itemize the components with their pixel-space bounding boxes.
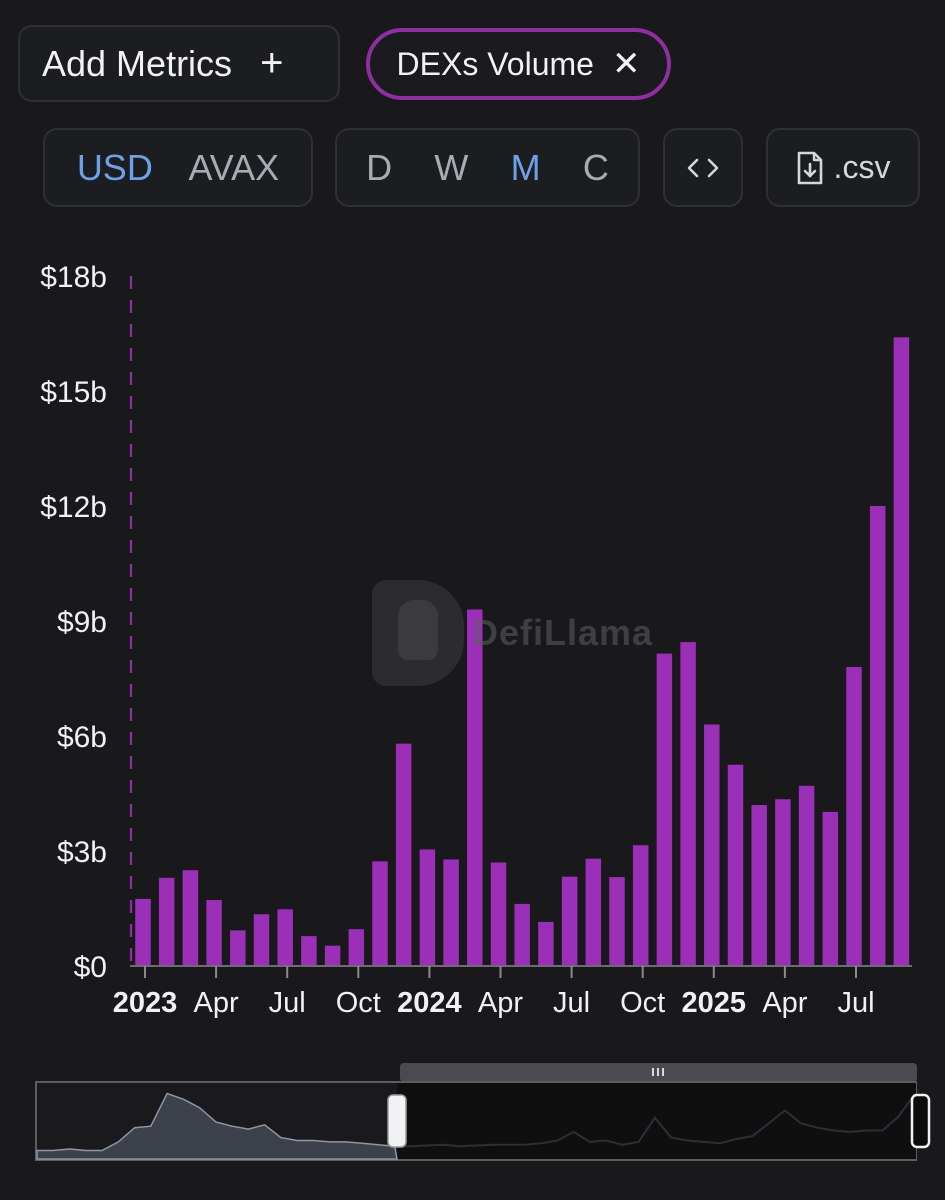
- bar-2025-09[interactable]: [893, 337, 910, 966]
- y-axis: $0 $3b $6b $9b $12b $15b $18b: [40, 261, 107, 984]
- download-csv-button[interactable]: .csv: [766, 128, 920, 207]
- bar-2023-05[interactable]: [230, 930, 246, 966]
- file-download-icon: [797, 151, 822, 184]
- brush-right-handle[interactable]: [910, 1093, 931, 1149]
- bar-2024-05[interactable]: [514, 903, 530, 966]
- bar-2025-01[interactable]: [704, 724, 720, 967]
- overview-area: [36, 1092, 398, 1160]
- period-toggle: D W M C: [335, 128, 640, 207]
- add-metrics-label: Add Metrics: [42, 42, 233, 84]
- x-tick-label: Apr: [194, 987, 239, 1019]
- bar-2023-09[interactable]: [324, 945, 341, 966]
- plus-icon: +: [260, 41, 284, 85]
- bar-2023-12[interactable]: [395, 743, 412, 966]
- y-tick-label: $3b: [57, 836, 107, 869]
- bar-2024-08[interactable]: [585, 858, 602, 966]
- metric-chip-dexs-volume[interactable]: DEXs Volume ✕: [366, 28, 671, 100]
- period-option-weekly[interactable]: W: [434, 146, 469, 188]
- bar-2023-11[interactable]: [372, 861, 388, 966]
- bar-2024-07[interactable]: [561, 876, 578, 966]
- bar-2024-04[interactable]: [490, 862, 507, 967]
- bar-2024-01[interactable]: [419, 849, 436, 966]
- bar-2023-07[interactable]: [277, 909, 293, 966]
- x-tick-label: Apr: [762, 987, 807, 1019]
- currency-option-usd[interactable]: USD: [76, 146, 153, 188]
- bar-2023-10[interactable]: [348, 929, 365, 966]
- x-tick-label: Oct: [620, 987, 665, 1019]
- defillama-watermark: DefiLlama: [372, 580, 653, 686]
- y-tick-label: $0: [74, 951, 107, 984]
- code-brackets-icon: [687, 158, 719, 177]
- dex-volume-bar-chart: $0$3b$6b$9b$12b$15b$18b 2023 Apr Jul Oct 202…: [40, 261, 912, 1019]
- currency-toggle: USD AVAX: [43, 128, 313, 207]
- bar-2024-10[interactable]: [632, 845, 649, 966]
- bar-2023-04[interactable]: [206, 900, 222, 966]
- bar-2023-08[interactable]: [301, 936, 317, 966]
- period-option-daily[interactable]: D: [366, 146, 393, 188]
- llama-logo-icon: [372, 580, 464, 686]
- metric-chip-label: DEXs Volume: [396, 45, 594, 82]
- close-icon[interactable]: ✕: [611, 45, 641, 83]
- bar-2025-08[interactable]: [869, 506, 886, 966]
- bar-2024-06[interactable]: [538, 921, 554, 966]
- y-tick-label: $9b: [57, 606, 107, 639]
- bar-2023-03[interactable]: [182, 870, 199, 966]
- bar-2025-04[interactable]: [775, 799, 791, 966]
- bar-2025-07[interactable]: [846, 667, 862, 966]
- bar-2024-12[interactable]: [680, 642, 696, 966]
- csv-label: .csv: [833, 149, 891, 185]
- bar-2024-02[interactable]: [443, 859, 459, 966]
- add-metrics-button[interactable]: Add Metrics +: [18, 25, 340, 102]
- bar-2024-09[interactable]: [609, 877, 625, 966]
- grip-icon: [652, 1068, 664, 1076]
- x-tick-label: 2025: [682, 987, 747, 1019]
- bars-group: [135, 337, 910, 967]
- bar-2025-02[interactable]: [727, 764, 744, 966]
- bar-2025-06[interactable]: [822, 811, 839, 966]
- x-tick-label: 2023: [113, 987, 178, 1019]
- currency-option-avax[interactable]: AVAX: [188, 146, 280, 188]
- bar-2024-11[interactable]: [656, 653, 673, 966]
- y-tick-label: $12b: [40, 491, 107, 524]
- x-tick-label: 2024: [397, 987, 462, 1019]
- x-tick-label: Jul: [837, 987, 874, 1019]
- x-tick-label: Apr: [478, 987, 523, 1019]
- brush-left-handle[interactable]: [387, 1094, 407, 1148]
- x-axis: 2023 Apr Jul Oct 2024 Apr Jul Oct 2025 Apr Jul: [113, 966, 875, 1019]
- bar-2023-02[interactable]: [158, 877, 175, 966]
- x-tick-label: Oct: [336, 987, 381, 1019]
- y-tick-label: $18b: [40, 261, 107, 294]
- period-option-monthly[interactable]: M: [510, 146, 541, 188]
- period-option-cumulative[interactable]: C: [582, 146, 609, 188]
- bar-2023-06[interactable]: [253, 914, 270, 966]
- bar-2024-03[interactable]: [467, 609, 483, 967]
- x-tick-label: Jul: [269, 987, 306, 1019]
- overview-selected-line: [394, 1092, 916, 1148]
- y-tick-label: $6b: [57, 721, 107, 754]
- bar-2025-05[interactable]: [798, 785, 815, 966]
- embed-button[interactable]: [663, 128, 743, 207]
- bar-2023-01[interactable]: [135, 898, 151, 966]
- x-tick-label: Jul: [553, 987, 590, 1019]
- watermark-text: DefiLlama: [472, 612, 654, 653]
- bar-2025-03[interactable]: [751, 805, 767, 966]
- y-tick-label: $15b: [40, 376, 107, 409]
- time-range-brush[interactable]: [0, 1055, 945, 1175]
